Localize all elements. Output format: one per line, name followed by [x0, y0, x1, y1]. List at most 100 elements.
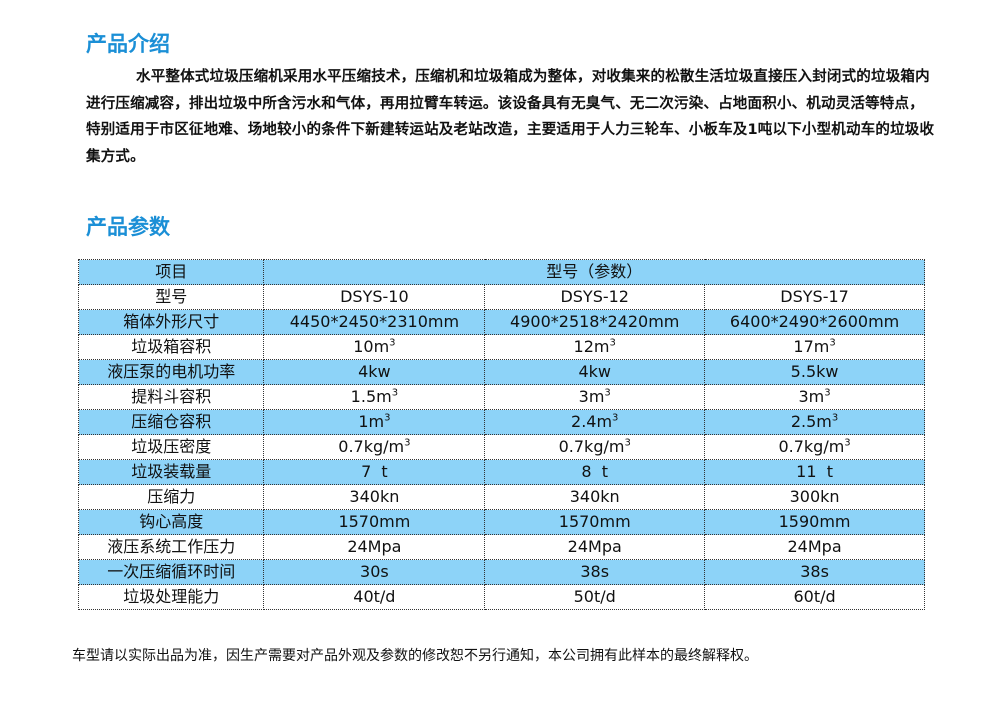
value-text: 0.7kg/m	[778, 437, 845, 456]
superscript: 3	[624, 437, 631, 449]
cell-value: 340kn	[263, 484, 486, 510]
row-label: 垃圾处理能力	[77, 584, 265, 610]
cell-value: 50t/d	[484, 584, 706, 610]
superscript: 3	[404, 437, 411, 449]
cell-value: DSYS-12	[484, 284, 706, 310]
value-text: 11 t	[796, 462, 833, 481]
table-row: 垃圾压密度 0.7kg/m3 0.7kg/m3 0.7kg/m3	[77, 434, 925, 460]
superscript: 3	[829, 337, 836, 349]
value-text: 12m	[573, 337, 610, 356]
row-label: 垃圾压密度	[77, 434, 265, 460]
row-label: 压缩仓容积	[77, 409, 265, 435]
cell-value: 4kw	[263, 359, 486, 385]
value-text: 1.5m	[350, 387, 392, 406]
value-text: 17m	[793, 337, 830, 356]
table-row: 型号 DSYS-10 DSYS-12 DSYS-17	[77, 284, 925, 310]
table-row: 垃圾处理能力 40t/d 50t/d 60t/d	[77, 584, 925, 610]
cell-value: 10m3	[263, 334, 486, 360]
value-text: DSYS-12	[560, 287, 629, 306]
superscript: 3	[824, 387, 831, 399]
value-text: 50t/d	[573, 587, 616, 606]
cell-value: 24Mpa	[263, 534, 486, 560]
value-text: 24Mpa	[787, 537, 842, 556]
value-text: 2.4m	[571, 412, 613, 431]
row-label: 压缩力	[77, 484, 265, 510]
superscript: 3	[389, 337, 396, 349]
value-text: 340kn	[569, 487, 620, 506]
value-text: 24Mpa	[567, 537, 622, 556]
disclaimer-note: 车型请以实际出品为准，因生产需要对产品外观及参数的修改恕不另行通知，本公司拥有此…	[72, 648, 758, 664]
cell-value: 1.5m3	[263, 384, 486, 410]
row-label: 箱体外形尺寸	[77, 309, 265, 335]
value-text: 1570mm	[338, 512, 411, 531]
superscript: 3	[604, 387, 611, 399]
cell-value: 24Mpa	[704, 534, 925, 560]
cell-value: 0.7kg/m3	[263, 434, 486, 460]
cell-value: 3m3	[484, 384, 706, 410]
params-table: 项目 型号（参数） 型号 DSYS-10 DSYS-12 DSYS-17 箱体外形尺寸 4…	[77, 259, 925, 610]
cell-value: 8 t	[484, 459, 706, 485]
cell-value: 340kn	[484, 484, 706, 510]
value-text: 40t/d	[353, 587, 396, 606]
value-text: 1570mm	[558, 512, 631, 531]
cell-value: 300kn	[704, 484, 925, 510]
intro-text: 水平整体式垃圾压缩机采用水平压缩技术，压缩机和垃圾箱成为整体，对收集来的松散生活…	[86, 69, 935, 165]
value-text: 340kn	[349, 487, 400, 506]
value-text: 8 t	[581, 462, 609, 481]
cell-value: 2.5m3	[704, 409, 925, 435]
cell-value: 0.7kg/m3	[484, 434, 706, 460]
value-text: 7 t	[361, 462, 388, 481]
value-text: 1m	[358, 412, 385, 431]
cell-value: 4kw	[484, 359, 706, 385]
cell-value: 40t/d	[263, 584, 486, 610]
cell-value: 4450*2450*2310mm	[263, 309, 486, 335]
table-row: 钩心高度 1570mm 1570mm 1590mm	[77, 509, 925, 535]
table-row: 箱体外形尺寸 4450*2450*2310mm 4900*2518*2420mm 64…	[77, 309, 925, 335]
cell-value: 60t/d	[704, 584, 925, 610]
value-text: 24Mpa	[347, 537, 402, 556]
superscript: 3	[391, 387, 399, 399]
superscript: 3	[612, 412, 619, 424]
cell-value: 17m3	[704, 334, 925, 360]
value-text: 1590mm	[778, 512, 851, 531]
intro-heading: 产品介绍	[86, 32, 170, 56]
value-text: 300kn	[789, 487, 840, 506]
value-text: 3m	[578, 387, 605, 406]
table-row: 压缩仓容积 1m3 2.4m3 2.5m3	[77, 409, 925, 435]
value-text: 2.5m	[790, 412, 832, 431]
value-text: 38s	[800, 562, 829, 581]
superscript: 3	[609, 337, 616, 349]
row-label: 提料斗容积	[77, 384, 265, 410]
cell-value: 1m3	[263, 409, 486, 435]
cell-value: DSYS-10	[263, 284, 486, 310]
cell-value: 5.5kw	[704, 359, 925, 385]
row-label: 一次压缩循环时间	[77, 559, 265, 585]
cell-value: 0.7kg/m3	[704, 434, 925, 460]
row-label: 垃圾装载量	[77, 459, 265, 485]
value-text: 4450*2450*2310mm	[289, 312, 460, 331]
value-text: 3m	[798, 387, 825, 406]
value-text: 4kw	[358, 362, 391, 381]
table-row: 液压泵的电机功率 4kw 4kw 5.5kw	[77, 359, 925, 385]
cell-value: 2.4m3	[484, 409, 706, 435]
superscript: 3	[831, 412, 839, 424]
table-row: 一次压缩循环时间 30s 38s 38s	[77, 559, 925, 585]
value-text: DSYS-17	[780, 287, 849, 306]
value-text: 4900*2518*2420mm	[510, 312, 680, 331]
table-row: 压缩力 340kn 340kn 300kn	[77, 484, 925, 510]
superscript: 3	[384, 412, 391, 424]
cell-value: 30s	[263, 559, 486, 585]
cell-value: 6400*2490*2600mm	[704, 309, 925, 335]
row-label: 液压泵的电机功率	[77, 359, 265, 385]
value-text: 60t/d	[793, 587, 836, 606]
params-heading: 产品参数	[86, 215, 170, 239]
cell-value: 4900*2518*2420mm	[484, 309, 706, 335]
cell-value: 12m3	[484, 334, 706, 360]
cell-value: 3m3	[704, 384, 925, 410]
value-text: 30s	[360, 562, 389, 581]
cell-value: DSYS-17	[704, 284, 925, 310]
value-text: 4kw	[578, 362, 611, 381]
header-item: 项目	[77, 259, 265, 285]
table-row: 液压系统工作压力 24Mpa 24Mpa 24Mpa	[77, 534, 925, 560]
table-row: 垃圾箱容积 10m3 12m3 17m3	[77, 334, 925, 360]
